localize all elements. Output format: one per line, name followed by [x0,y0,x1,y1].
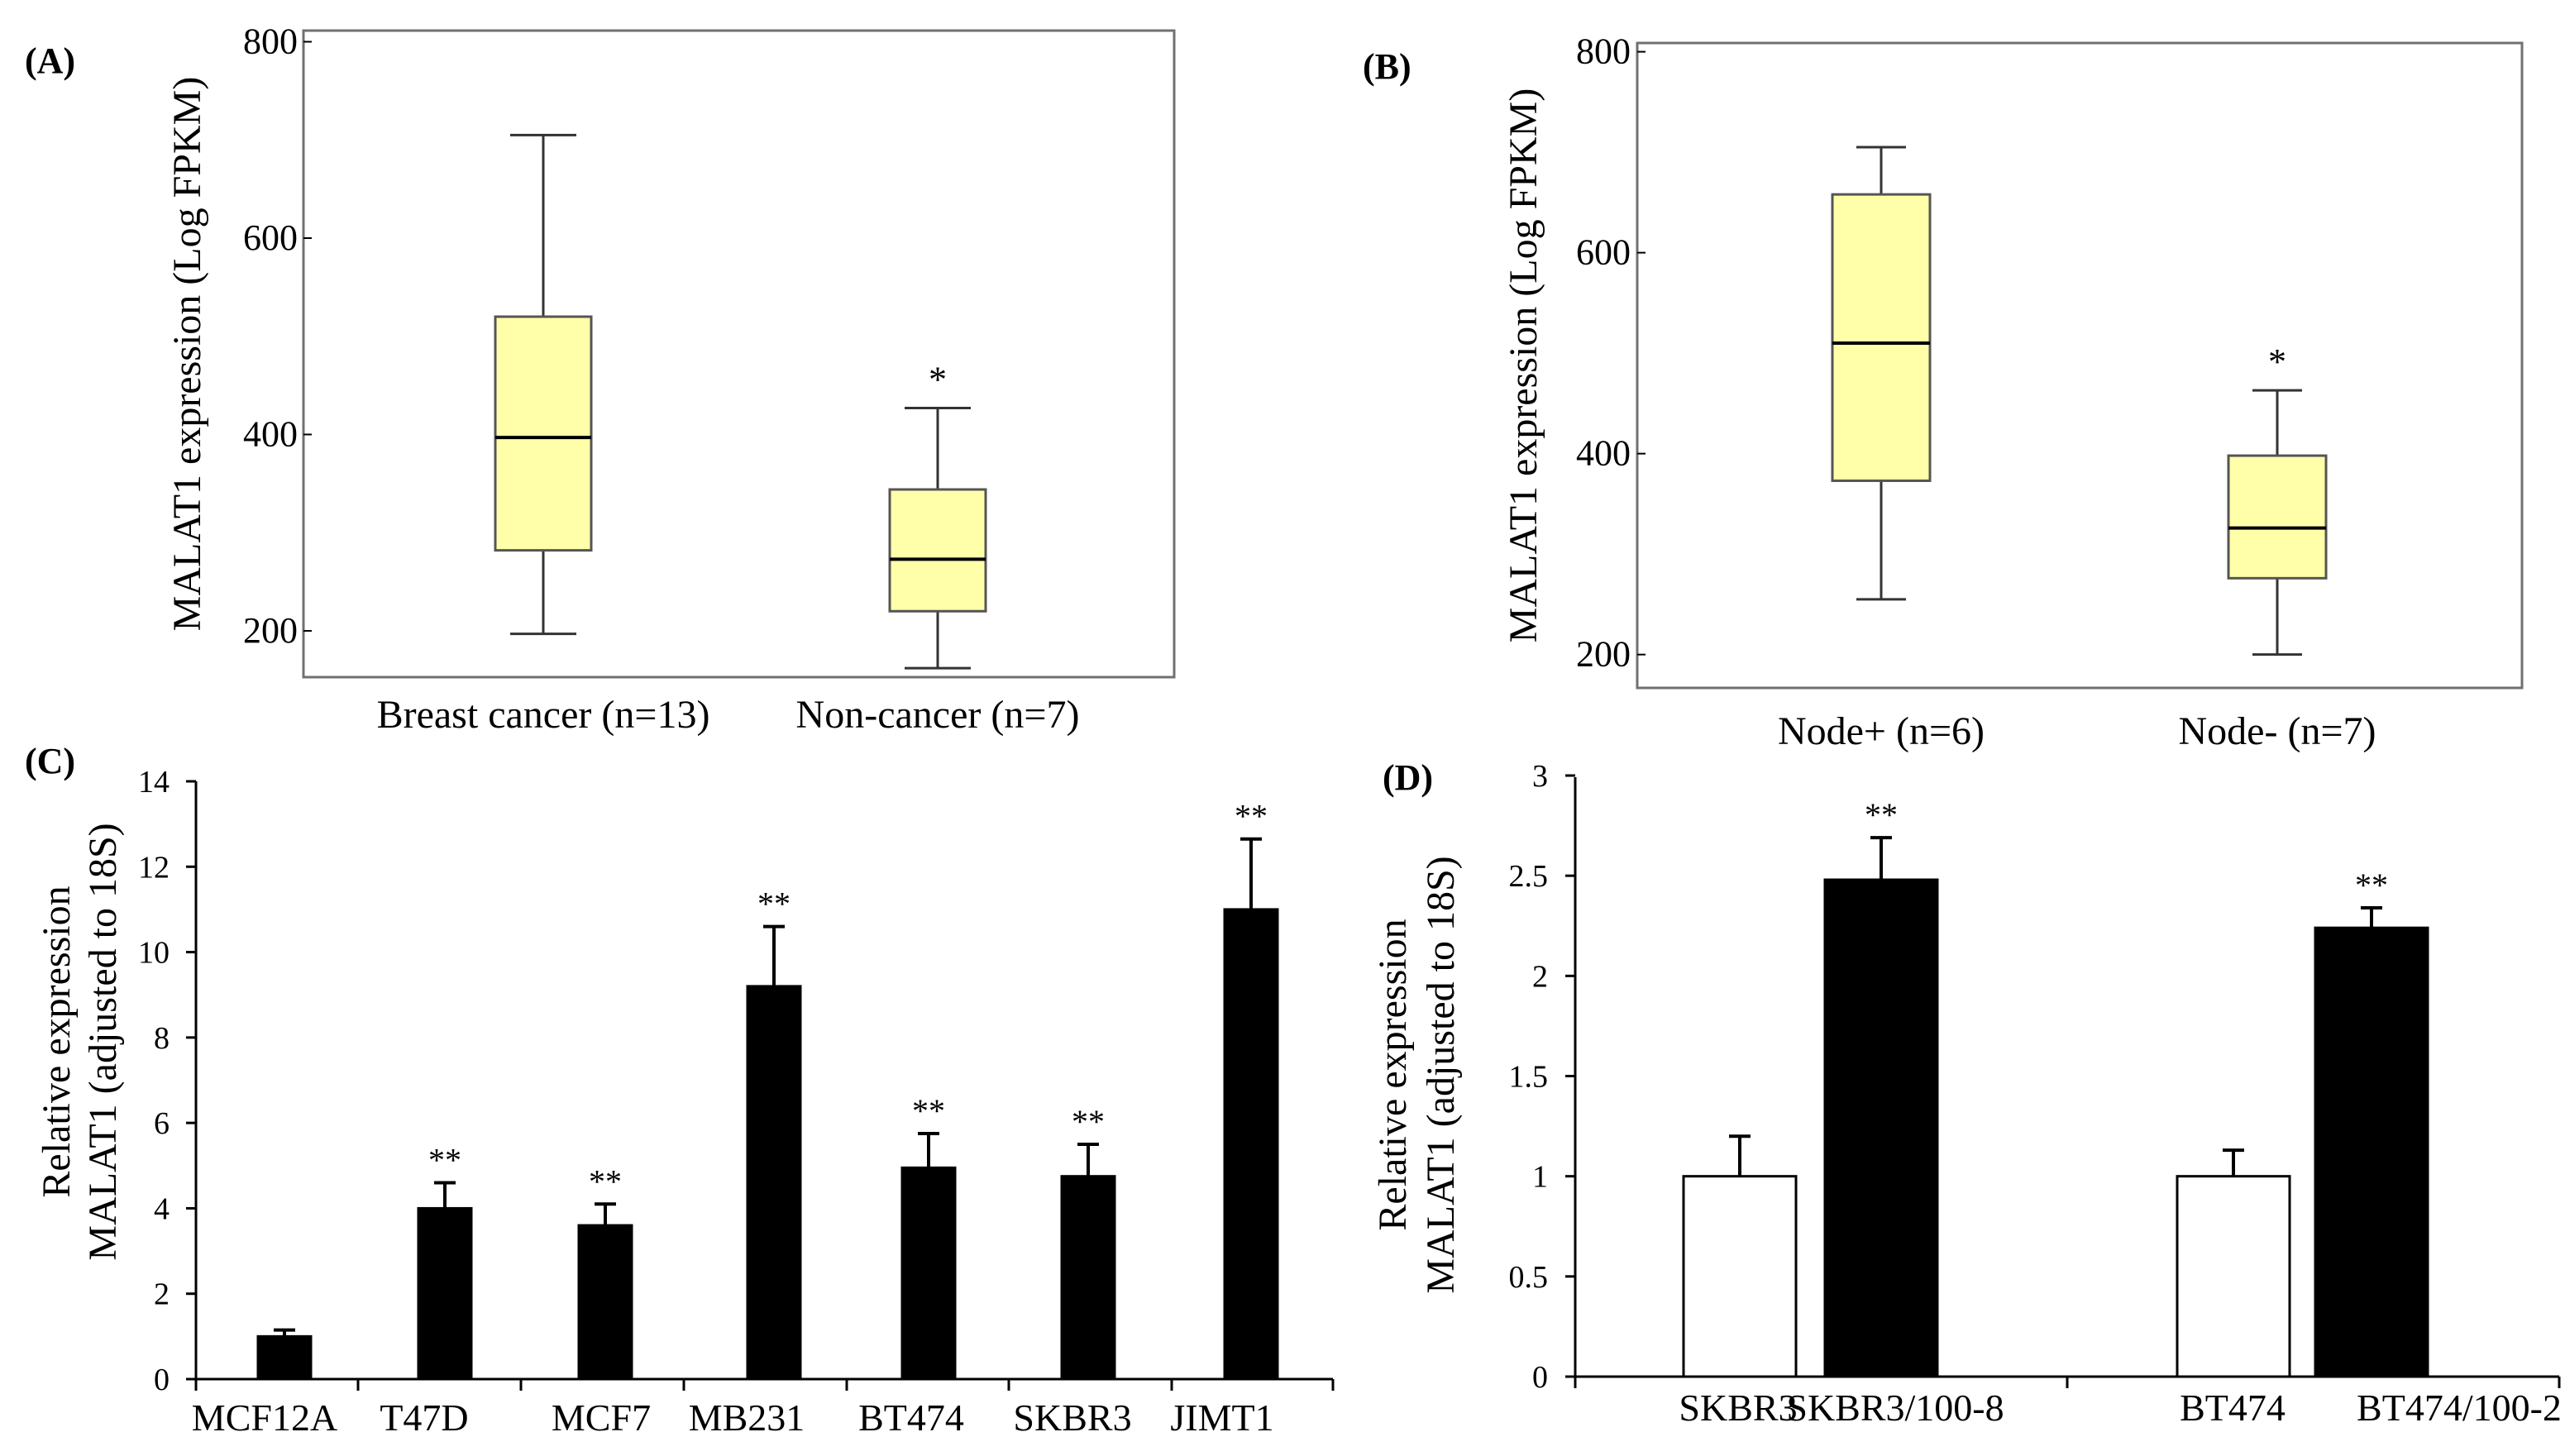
y-tick-label: 0 [154,1363,170,1397]
y-tick-label: 1 [1532,1160,1548,1195]
y-tick-label: 0 [1532,1360,1548,1395]
panel-b-plot-frame [1636,41,2524,690]
panel-a-label: (A) [25,41,75,81]
y-tick-label: 600 [1576,232,1631,273]
y-tick-label: 10 [138,936,170,971]
category-label: MCF12A [192,1396,337,1439]
significance-annotation: ** [1072,1103,1105,1140]
category-label: MB231 [689,1396,805,1439]
category-label: SKBR3 [1013,1396,1131,1439]
bar [577,1224,633,1381]
bar [900,1166,957,1381]
panel-c-y-axis-label-line1: Relative expression [35,886,79,1197]
bar [2314,926,2429,1378]
panel-c-label: (C) [25,741,75,781]
significance-annotation: ** [428,1141,461,1178]
bar [417,1206,473,1381]
bar [1823,878,1939,1378]
panel-d-label: (D) [1383,757,1433,798]
category-label: SKBR3/100-8 [1786,1387,2004,1429]
category-label: MCF7 [552,1396,651,1439]
box-iqr [2227,454,2328,580]
y-tick-label: 400 [1576,433,1631,474]
box-iqr [1831,193,1932,482]
y-tick-label: 2 [154,1277,170,1312]
y-tick-label: 1.5 [1509,1060,1549,1095]
bar [746,985,802,1381]
panel-b-label: (B) [1363,46,1411,87]
panel-a: (A) MALAT1 expression (Log FPKM) 200 400 6… [25,21,1176,737]
y-tick-label: 2.5 [1509,859,1549,894]
y-tick-label: 12 [138,850,170,885]
panel-d-y-axis-label-line2: MALAT1 (adjusted to 18S) [1419,856,1463,1293]
category-label: BT474 [858,1396,964,1439]
y-tick-label: 0.5 [1509,1260,1549,1295]
bar [1060,1175,1116,1381]
category-label: Breast cancer (n=13) [377,693,710,737]
y-tick-label: 2 [1532,959,1548,994]
panel-c-y-axis-label-line2: MALAT1 (adjusted to 18S) [81,823,125,1260]
category-label: JIMT1 [1170,1396,1273,1439]
category-label: Node- (n=7) [2179,709,2376,753]
y-tick-label: 400 [243,414,298,455]
box-iqr [494,315,593,552]
significance-annotation: ** [2355,866,2388,904]
y-tick-label: 6 [154,1106,170,1141]
bar [256,1334,313,1381]
significance-annotation: * [2268,341,2286,382]
box-iqr [888,488,987,613]
significance-annotation: ** [589,1162,622,1200]
significance-annotation: ** [1865,796,1898,833]
panel-b: (B) MALAT1 expression (Log FPKM) 200 400 6… [1363,31,2524,753]
y-tick-label: 14 [138,765,170,800]
panel-a-y-axis-label: MALAT1 expression (Log FPKM) [165,77,209,632]
significance-annotation: ** [912,1092,945,1129]
category-label: BT474/100-2 [2357,1387,2562,1429]
significance-annotation: * [929,359,947,399]
y-tick-label: 4 [154,1191,170,1226]
panel-d-y-axis-label-line1: Relative expression [1371,919,1415,1230]
category-label: SKBR3 [1679,1387,1797,1429]
category-label: BT474 [2180,1387,2286,1429]
bar [2176,1175,2291,1378]
significance-annotation: ** [1235,798,1268,835]
y-tick-label: 600 [243,217,298,258]
y-tick-label: 800 [243,21,298,62]
category-label: Node+ (n=6) [1778,709,1985,753]
y-tick-label: 800 [1576,31,1631,72]
panel-c: (C) Relative expression MALAT1 (adjusted… [25,741,1335,1439]
panel-d: (D) Relative expression MALAT1 (adjusted… [1371,757,2562,1429]
bar [1223,908,1279,1381]
panel-a-plot-frame [302,29,1176,679]
y-tick-label: 3 [1532,759,1548,794]
category-label: T47D [380,1396,468,1439]
significance-annotation: ** [757,886,791,923]
y-tick-label: 200 [1576,634,1631,675]
panel-b-y-axis-label: MALAT1 expression (Log FPKM) [1502,88,1545,643]
category-label: Non-cancer (n=7) [796,693,1080,737]
y-tick-label: 200 [243,610,298,651]
y-tick-label: 8 [154,1021,170,1056]
bar [1682,1175,1798,1378]
